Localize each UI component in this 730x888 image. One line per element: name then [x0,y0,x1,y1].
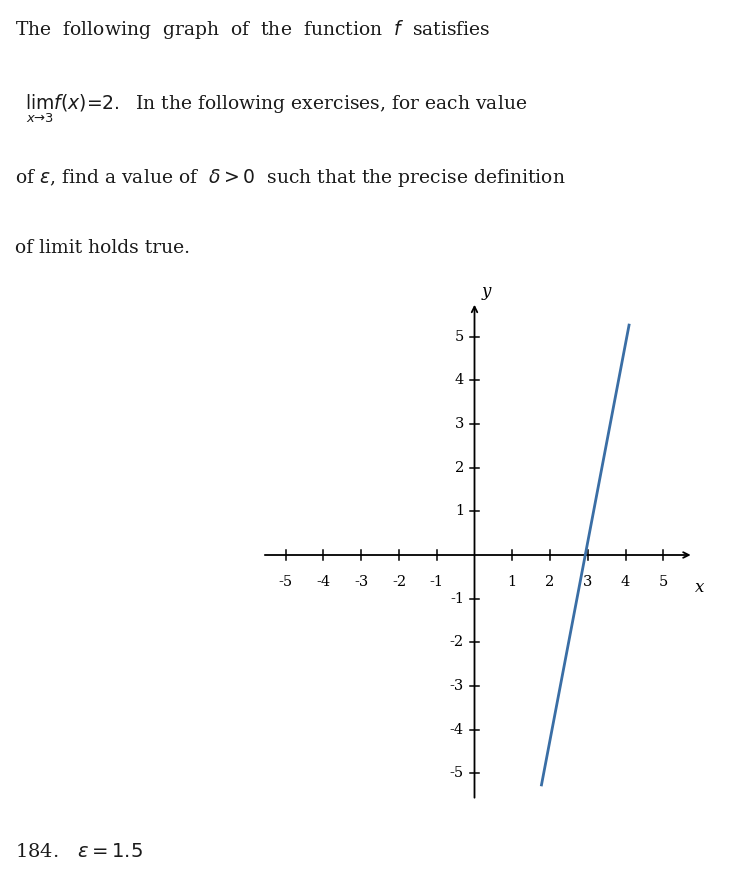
Text: -1: -1 [430,575,444,589]
Text: 5: 5 [455,329,464,344]
Text: -2: -2 [392,575,406,589]
Text: -4: -4 [450,723,464,736]
Text: 2: 2 [545,575,555,589]
Text: of limit holds true.: of limit holds true. [15,239,190,257]
Text: 2: 2 [455,461,464,475]
Text: -5: -5 [279,575,293,589]
Text: x: x [696,579,704,596]
Text: -3: -3 [354,575,369,589]
Text: 4: 4 [621,575,630,589]
Text: 1: 1 [455,504,464,519]
Text: 1: 1 [507,575,517,589]
Text: -5: -5 [450,766,464,781]
Text: 4: 4 [455,374,464,387]
Text: $\lim_{x \to 3} f(x) = 2.$  In the following exercises, for each value: $\lim_{x \to 3} f(x) = 2.$ In the follow… [25,92,527,124]
Text: 3: 3 [455,417,464,431]
Text: -4: -4 [316,575,331,589]
Text: -3: -3 [450,679,464,693]
Text: 5: 5 [658,575,668,589]
Text: y: y [481,282,491,300]
Text: The  following  graph  of  the  function  $f$  satisfies: The following graph of the function $f$ … [15,18,491,41]
Text: -1: -1 [450,591,464,606]
Text: of $\varepsilon$, find a value of  $\delta > 0$  such that the precise definitio: of $\varepsilon$, find a value of $\delt… [15,167,565,189]
Text: 3: 3 [583,575,593,589]
Text: -2: -2 [450,635,464,649]
Text: 184.   $\varepsilon = 1.5$: 184. $\varepsilon = 1.5$ [15,844,142,861]
